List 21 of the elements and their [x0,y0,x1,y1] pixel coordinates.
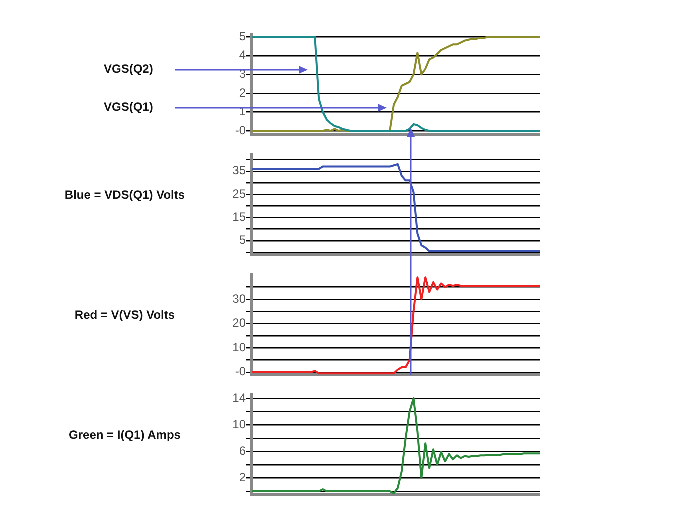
text: VGS(Q2) [104,62,154,76]
y-tick-label: 5 [239,233,246,248]
y-tick-label: 4 [239,48,246,62]
y-tick-label: 14 [232,390,246,405]
y-axis-title: Blue = VDS(Q1) Volts [64,188,186,202]
y-tick-label: 2 [239,470,246,485]
y-axis-title: Green = I(Q1) Amps [68,428,182,442]
y-tick-label: 25 [232,186,246,201]
y-tick-label: 15 [232,210,246,224]
text: VGS(Q1) [104,100,154,114]
y-tick-label: 2 [239,86,246,100]
y-tick-label: 35 [232,164,246,178]
y-tick-label: -0 [235,123,246,138]
y-tick-label: 30 [232,292,246,306]
y-tick-label: 5 [239,29,246,44]
y-tick-label: 10 [232,417,246,432]
y-tick-label: 10 [232,340,246,354]
y-tick-label: -0 [235,364,246,379]
y-tick-label: 6 [239,444,246,458]
y-tick-label: 20 [232,316,246,330]
y-axis-title: Red = V(VS) Volts [74,308,176,322]
